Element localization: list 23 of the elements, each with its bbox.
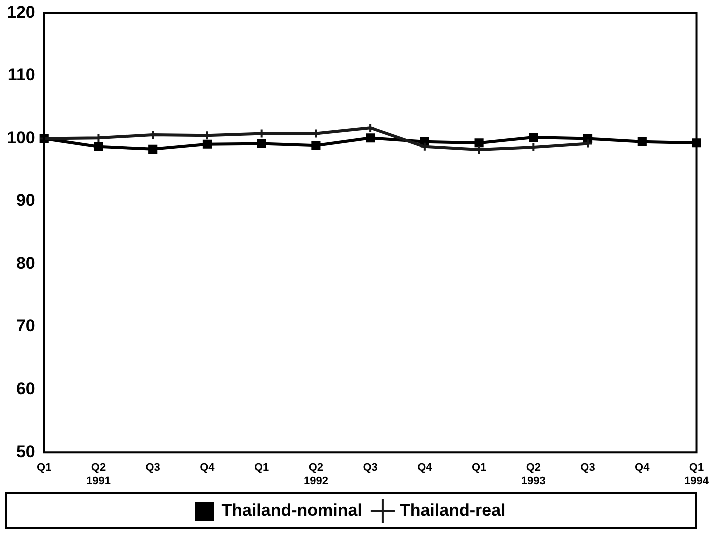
x-tick-label: Q2 1991 bbox=[86, 462, 111, 488]
y-tick-label: 100 bbox=[6, 128, 36, 148]
x-tick-label: Q1 bbox=[37, 462, 52, 474]
x-tick-label: Q1 1994 bbox=[684, 462, 710, 488]
legend-label: Thailand-real bbox=[400, 501, 506, 520]
y-tick-label: 60 bbox=[16, 380, 36, 399]
x-tick-label: Q4 bbox=[635, 462, 651, 474]
x-tick-label: Q3 bbox=[363, 462, 378, 474]
y-tick-label: 80 bbox=[16, 254, 36, 273]
x-tick-label: Q1 bbox=[254, 462, 270, 474]
x-tick-label: Q2 1993 bbox=[521, 462, 546, 488]
x-tick-label: Q4 bbox=[418, 462, 434, 474]
x-tick-label: Q1 bbox=[472, 462, 487, 474]
x-tick-label: Q4 bbox=[200, 462, 216, 474]
y-tick-label: 70 bbox=[16, 316, 36, 336]
x-tick-label: Q3 bbox=[580, 462, 596, 474]
y-tick-label: 110 bbox=[8, 66, 36, 85]
y-tick-label: 50 bbox=[16, 442, 36, 462]
y-tick-label: 90 bbox=[16, 191, 36, 210]
x-tick-label: Q3 bbox=[146, 462, 160, 474]
x-tick-label: Q2 1992 bbox=[304, 462, 328, 488]
y-tick-label: 120 bbox=[6, 2, 36, 22]
legend-label: Thailand-nominal bbox=[222, 501, 362, 520]
